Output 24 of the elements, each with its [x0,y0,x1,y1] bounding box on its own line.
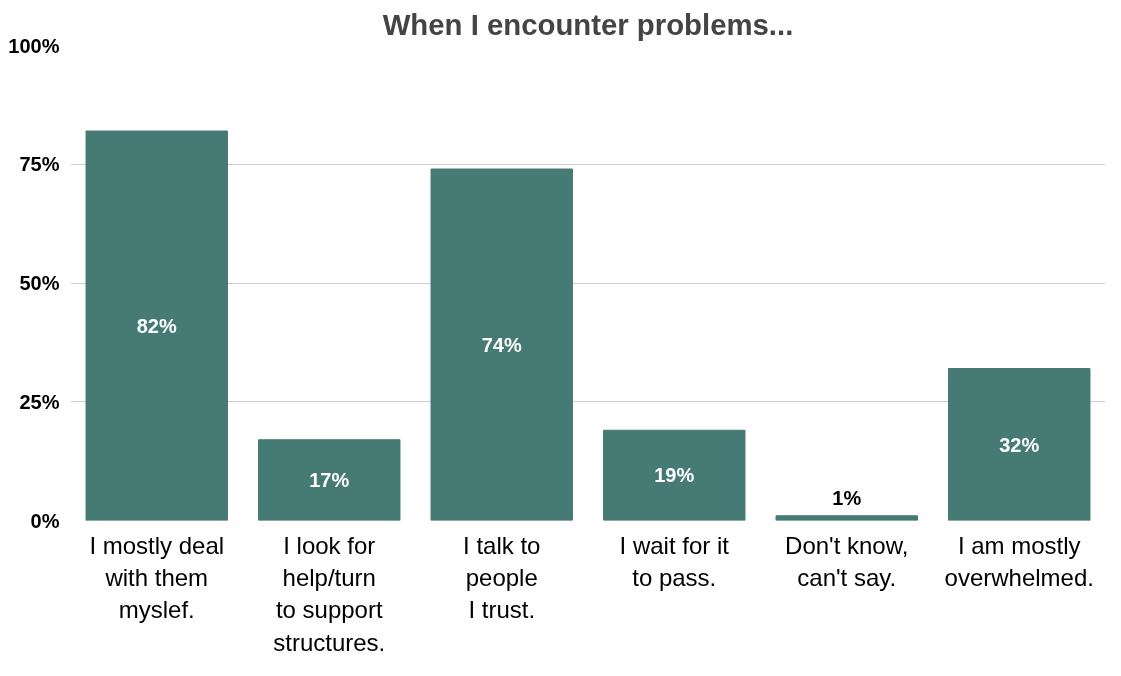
bar [85,130,228,521]
bar [258,439,401,521]
x-tick-label: I mostly deal with them myslef. [89,531,225,624]
chart-title: When I encounter problems... [382,7,794,41]
x-tick-label: I talk to people I trust. [463,531,541,624]
x-tick-label: Don't know, can't say. [785,531,909,591]
x-tick-label: I am mostly overwhelmed. [944,531,1094,591]
y-tick-label: 75% [19,153,60,176]
data-label: 32% [999,433,1040,456]
bar [603,429,746,521]
y-tick-label: 100% [8,34,60,57]
data-label: 82% [136,314,177,337]
data-label: 1% [832,486,862,509]
x-tick-label: I look for help/turn to support structures. [273,531,386,656]
data-label: 17% [309,469,350,492]
data-label: 19% [654,464,695,487]
bar [948,368,1091,521]
bar [430,168,573,521]
data-label: 74% [481,333,522,356]
x-tick-label: I wait for it to pass. [619,531,730,591]
y-tick-label: 0% [30,509,60,532]
y-tick-label: 50% [19,272,60,294]
y-tick-label: 25% [19,390,60,413]
bar [775,515,918,521]
